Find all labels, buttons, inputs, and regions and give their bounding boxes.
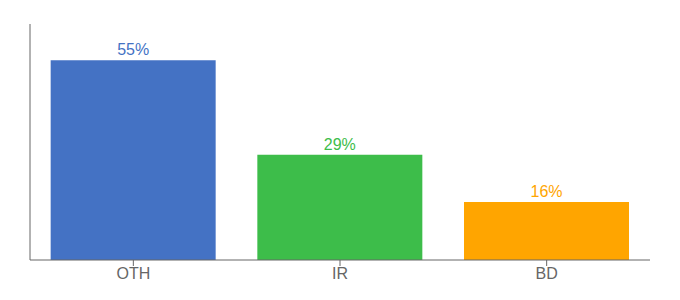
svg-text:29%: 29%	[324, 136, 356, 153]
svg-text:IR: IR	[332, 265, 348, 282]
svg-text:OTH: OTH	[116, 265, 150, 282]
svg-text:BD: BD	[536, 265, 558, 282]
svg-text:16%: 16%	[530, 183, 562, 200]
svg-text:55%: 55%	[117, 41, 149, 58]
